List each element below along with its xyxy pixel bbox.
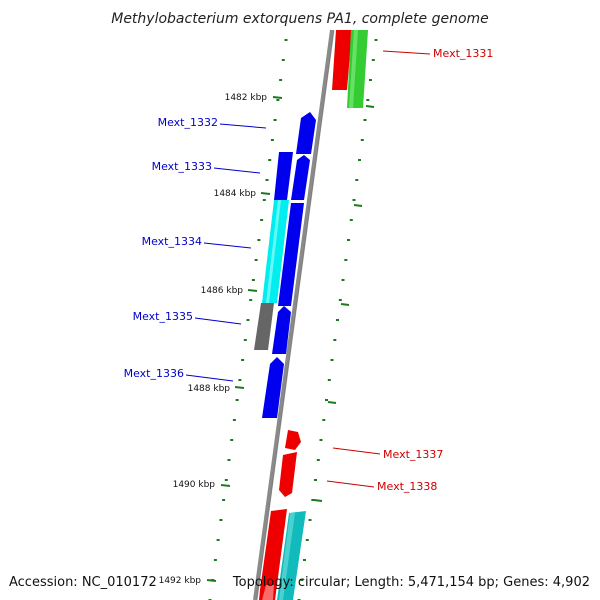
- gene-label[interactable]: Mext_1334: [142, 235, 202, 248]
- minor-tick: [333, 339, 337, 341]
- gene-label[interactable]: Mext_1333: [152, 160, 212, 173]
- kbp-label: 1482 kbp: [225, 93, 268, 103]
- minor-tick: [360, 139, 364, 141]
- minor-tick: [268, 159, 272, 161]
- minor-tick: [279, 79, 283, 81]
- gene-label[interactable]: Mext_1332: [158, 116, 218, 129]
- minor-tick: [284, 39, 288, 41]
- minor-tick: [300, 579, 304, 581]
- minor-tick: [308, 519, 312, 521]
- gene-labels: Mext_1331 Mext_1332 Mext_1333 Mext_1334 …: [124, 47, 494, 493]
- minor-tick: [235, 399, 239, 401]
- accession-text: Accession: NC_010172: [9, 575, 157, 590]
- minor-tick: [366, 99, 370, 101]
- minor-tick: [249, 299, 253, 301]
- gene-label[interactable]: Mext_1335: [133, 310, 193, 323]
- gene-teal-bottom[interactable]: [277, 511, 306, 600]
- minor-tick: [238, 379, 242, 381]
- minor-tick: [316, 459, 320, 461]
- minor-tick: [260, 219, 264, 221]
- minor-tick: [311, 499, 315, 501]
- minor-tick: [276, 99, 280, 101]
- minor-tick: [338, 299, 342, 301]
- minor-tick: [303, 559, 306, 561]
- gene-label[interactable]: Mext_1336: [124, 367, 184, 380]
- minor-tick: [270, 139, 274, 141]
- minor-tick: [314, 479, 317, 481]
- minor-tick: [243, 339, 247, 341]
- minor-tick: [336, 319, 339, 321]
- minor-tick: [305, 539, 309, 541]
- minor-tick: [262, 199, 266, 201]
- minor-tick: [273, 119, 277, 121]
- minor-tick: [319, 439, 323, 441]
- minor-tick: [257, 239, 261, 241]
- kbp-tick: [247, 289, 258, 292]
- minor-tick: [363, 119, 367, 121]
- minor-tick: [355, 179, 359, 181]
- minor-tick: [254, 259, 258, 261]
- outer-major-ticks: [313, 105, 375, 502]
- gene-label[interactable]: Mext_1331: [433, 47, 493, 60]
- minor-tick: [224, 479, 228, 481]
- topology-text: Topology: circular; Length: 5,471,154 bp…: [232, 575, 590, 590]
- gene-red-bottom[interactable]: [259, 509, 287, 600]
- minor-tick: [251, 279, 255, 281]
- minor-tick: [369, 79, 372, 81]
- outer-tick-ring: [297, 39, 378, 600]
- minor-tick: [222, 499, 226, 501]
- kbp-label: 1484 kbp: [214, 189, 257, 199]
- minor-tick: [358, 159, 361, 161]
- minor-tick: [232, 419, 236, 421]
- minor-tick: [230, 439, 234, 441]
- gene-mext-1335[interactable]: [254, 303, 291, 354]
- kbp-label: 1486 kbp: [201, 286, 244, 296]
- gene-mext-1333[interactable]: [274, 152, 310, 200]
- minor-tick: [216, 539, 220, 541]
- minor-tick: [246, 319, 250, 321]
- kbp-label: 1492 kbp: [159, 576, 202, 586]
- gene-mext-1338[interactable]: [279, 452, 297, 497]
- gene-mext-1336[interactable]: [262, 357, 284, 418]
- minor-tick: [352, 199, 356, 201]
- gene-label[interactable]: Mext_1337: [383, 448, 443, 461]
- backbone: [253, 29, 335, 600]
- kbp-tick: [260, 192, 271, 195]
- minor-tick: [330, 359, 334, 361]
- kbp-tick: [234, 386, 245, 389]
- gene-mext-1331[interactable]: [332, 30, 368, 108]
- gene-mext-1332[interactable]: [296, 112, 316, 154]
- gene-label[interactable]: Mext_1338: [377, 480, 437, 493]
- gene-mext-1334[interactable]: [262, 200, 304, 306]
- minor-tick: [227, 459, 231, 461]
- minor-tick: [327, 379, 331, 381]
- kbp-tick: [206, 579, 217, 582]
- minor-tick: [281, 59, 285, 61]
- minor-tick: [371, 59, 375, 61]
- minor-tick: [349, 219, 353, 221]
- minor-tick: [213, 559, 217, 561]
- minor-tick: [347, 239, 350, 241]
- minor-tick: [325, 399, 328, 401]
- kbp-label: 1490 kbp: [173, 480, 216, 490]
- minor-tick: [341, 279, 345, 281]
- minor-tick: [344, 259, 348, 261]
- map-title: Methylobacterium extorquens PA1, complet…: [111, 11, 489, 27]
- minor-tick: [241, 359, 245, 361]
- gene-mext-1337[interactable]: [285, 430, 301, 450]
- kbp-axis: 1482 kbp 1484 kbp 1486 kbp 1488 kbp 1490…: [159, 93, 283, 586]
- minor-tick: [322, 419, 326, 421]
- kbp-tick: [272, 96, 283, 99]
- minor-tick: [219, 519, 223, 521]
- minor-tick: [265, 179, 269, 181]
- kbp-tick: [220, 484, 231, 487]
- kbp-label: 1488 kbp: [188, 384, 231, 394]
- minor-tick: [374, 39, 378, 41]
